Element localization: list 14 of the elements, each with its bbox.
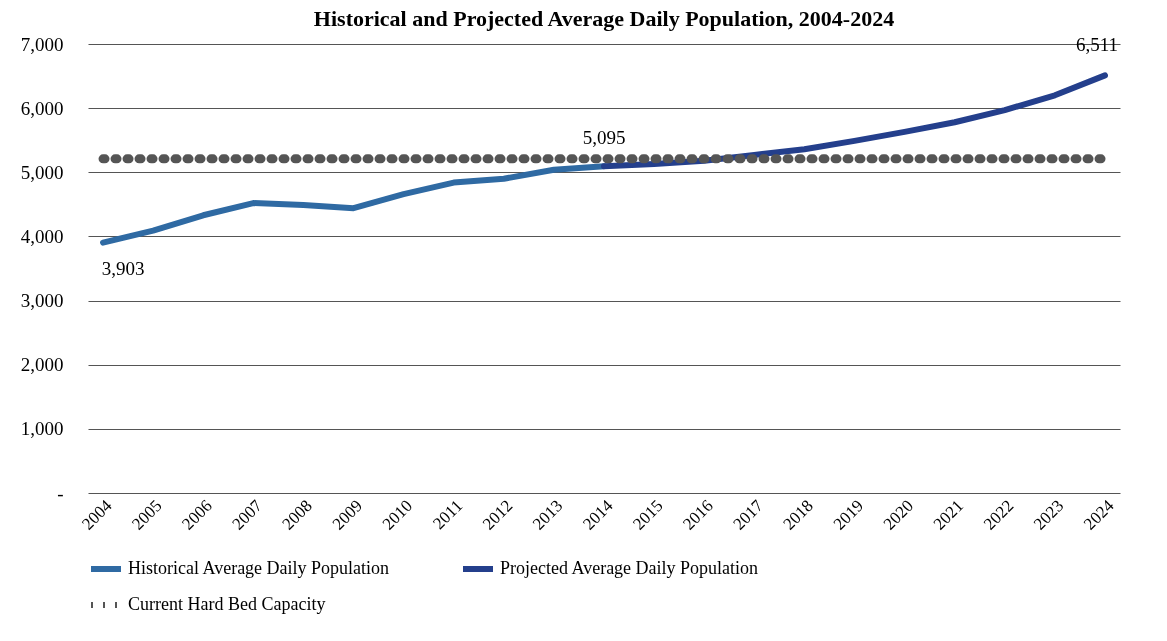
y-tick-label: 6,000 [20,97,64,119]
chart-title: Historical and Projected Average Daily Population, 2004-2024 [313,6,895,31]
y-tick-label: 4,000 [20,225,64,247]
y-tick-label: 3,000 [20,290,64,312]
legend-label: Current Hard Bed Capacity [128,594,326,614]
legend-label: Projected Average Daily Population [500,558,759,578]
data-label: 5,095 [582,127,626,149]
y-tick-label: 2,000 [20,354,64,376]
data-label: 3,903 [101,257,145,279]
legend-label: Historical Average Daily Population [128,558,390,578]
y-tick-label: - [57,482,64,504]
y-tick-label: 1,000 [20,418,64,440]
y-tick-label: 7,000 [20,33,64,55]
y-tick-label: 5,000 [20,161,64,183]
